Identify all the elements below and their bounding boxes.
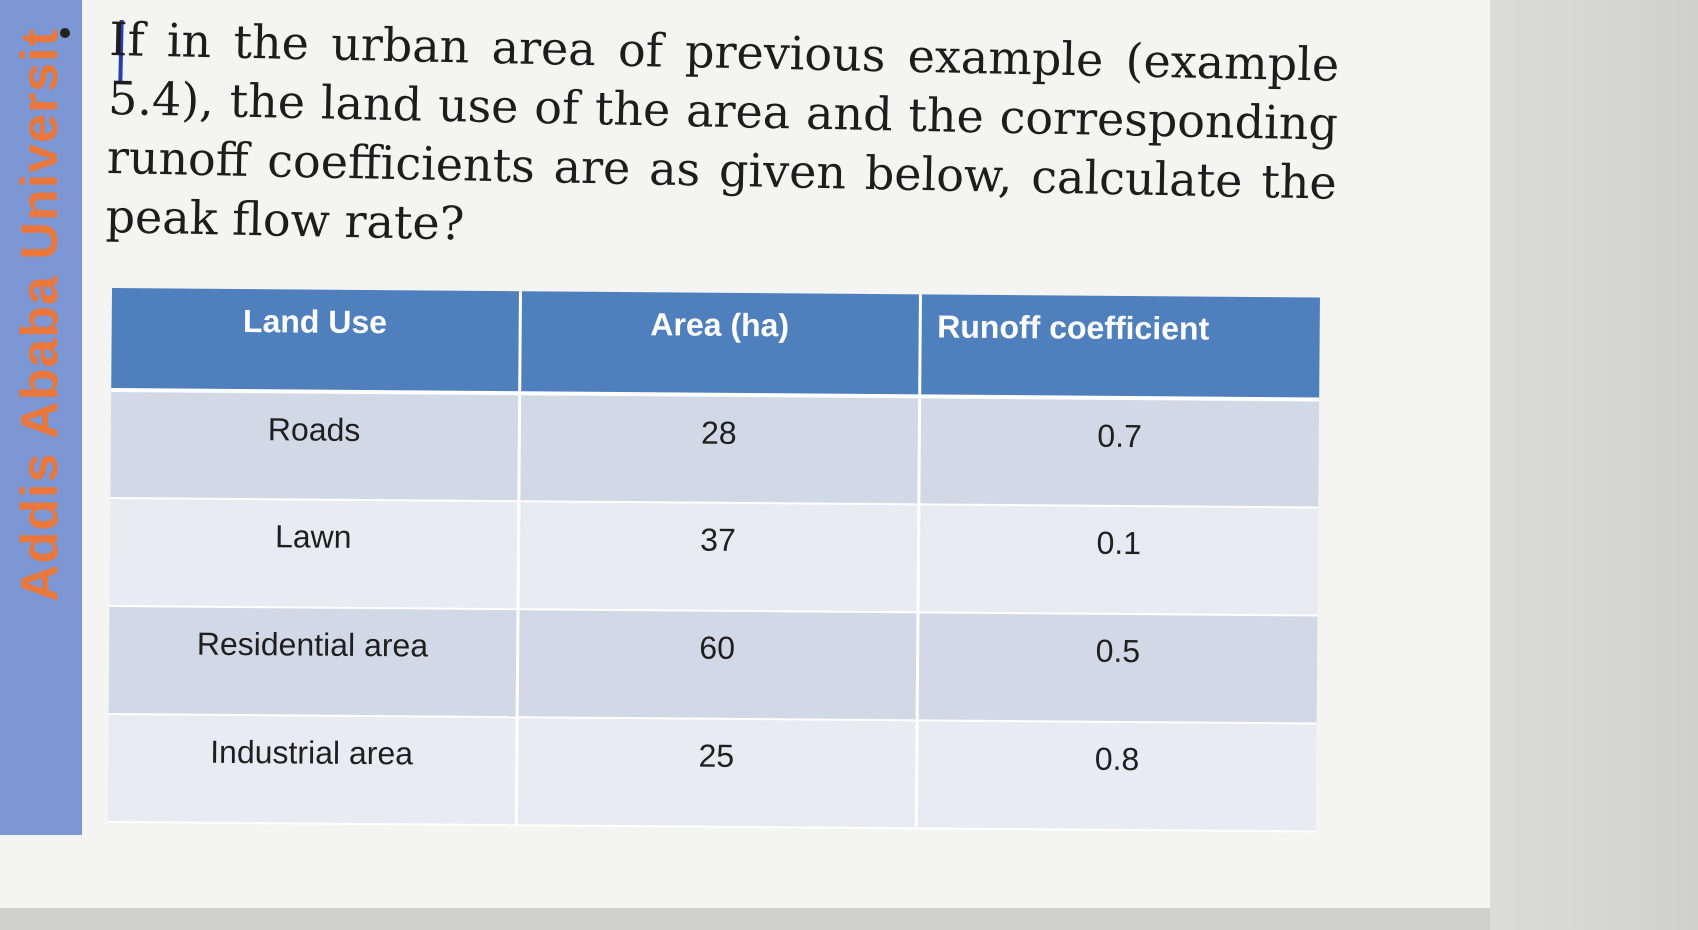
cell-land-use: Industrial area xyxy=(107,713,517,826)
cell-area: 60 xyxy=(516,609,918,721)
cell-runoff: 0.5 xyxy=(916,612,1318,724)
cell-area: 28 xyxy=(518,393,920,505)
university-label: Addis Ababa Universit xyxy=(11,28,69,602)
table-row: Roads 28 0.7 xyxy=(110,389,1320,508)
land-use-table: Land Use Area (ha) Runoff coefficient Ro… xyxy=(107,288,1320,832)
table-header-row: Land Use Area (ha) Runoff coefficient xyxy=(111,288,1320,400)
cell-land-use: Residential area xyxy=(108,605,518,718)
cell-area: 25 xyxy=(515,717,917,829)
header-land-use: Land Use xyxy=(111,288,520,394)
question-text[interactable]: If in the urban area of previous example… xyxy=(105,11,1340,251)
cell-area: 37 xyxy=(517,501,919,613)
monitor-margin-bottom xyxy=(0,908,1490,930)
cell-land-use: Roads xyxy=(110,389,520,502)
slide: Addis Ababa Universit If in the urban ar… xyxy=(0,0,1490,908)
cell-runoff: 0.7 xyxy=(918,396,1320,508)
table-row: Lawn 37 0.1 xyxy=(109,497,1319,616)
sidebar-band: Addis Ababa Universit xyxy=(0,0,82,835)
table-row: Industrial area 25 0.8 xyxy=(107,713,1317,832)
cell-runoff: 0.1 xyxy=(917,504,1319,616)
header-area: Area (ha) xyxy=(519,291,920,397)
table-row: Residential area 60 0.5 xyxy=(108,605,1318,724)
bullet-icon xyxy=(60,28,70,38)
cell-runoff: 0.8 xyxy=(915,720,1317,832)
header-runoff-coefficient: Runoff coefficient xyxy=(919,294,1320,400)
monitor-margin-right xyxy=(1490,0,1698,930)
cell-land-use: Lawn xyxy=(109,497,519,610)
